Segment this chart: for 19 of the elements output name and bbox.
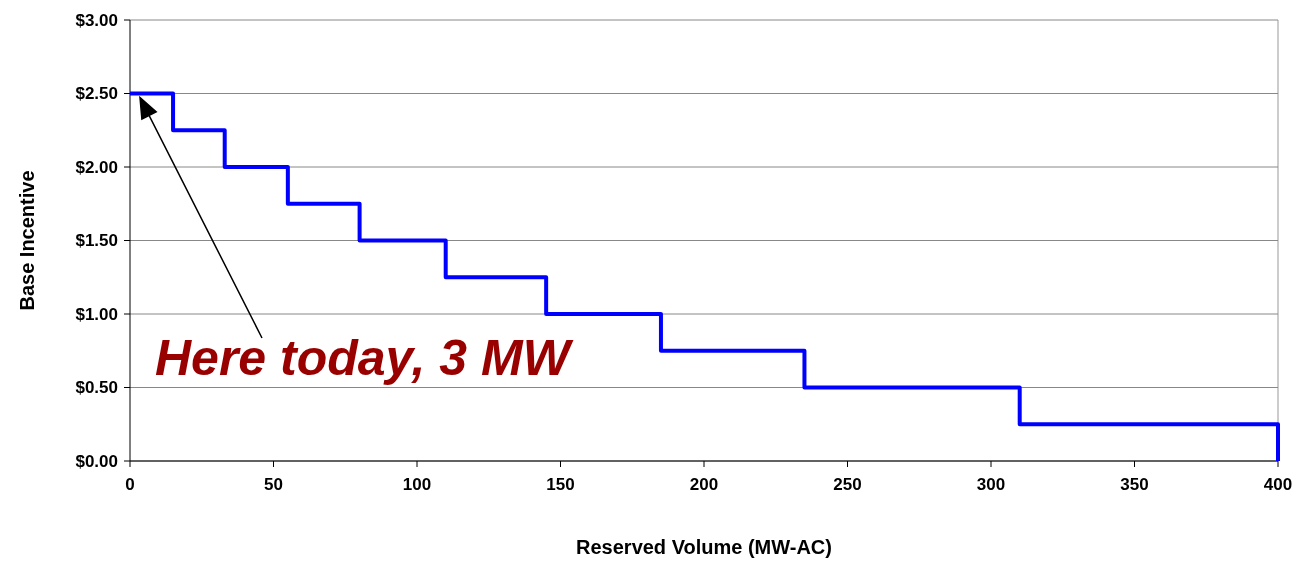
x-tick-label: 100 bbox=[402, 475, 432, 494]
x-tick-label: 50 bbox=[264, 475, 283, 494]
y-tick-label: $3.00 bbox=[75, 10, 118, 30]
x-tick-label: 0 bbox=[125, 475, 135, 494]
x-tick-label: 350 bbox=[1120, 475, 1149, 494]
y-tick-label: $1.00 bbox=[75, 304, 118, 324]
y-axis-title: Base Incentive bbox=[16, 170, 38, 311]
x-tick-label: 150 bbox=[546, 475, 575, 494]
x-tick-label: 200 bbox=[689, 475, 719, 494]
y-tick-label: $2.00 bbox=[75, 157, 118, 177]
annotation: Here today, 3 MW bbox=[155, 330, 574, 386]
x-tick-label: 250 bbox=[833, 475, 862, 494]
x-axis-title: Reserved Volume (MW-AC) bbox=[576, 536, 832, 558]
y-tick-label: $1.50 bbox=[75, 231, 118, 251]
y-tick-label: $0.00 bbox=[75, 451, 118, 471]
x-tick-label: 300 bbox=[976, 475, 1006, 494]
y-tick-label: $2.50 bbox=[75, 84, 118, 104]
y-tick-label: $0.50 bbox=[75, 378, 118, 398]
x-tick-label: 400 bbox=[1263, 475, 1293, 494]
